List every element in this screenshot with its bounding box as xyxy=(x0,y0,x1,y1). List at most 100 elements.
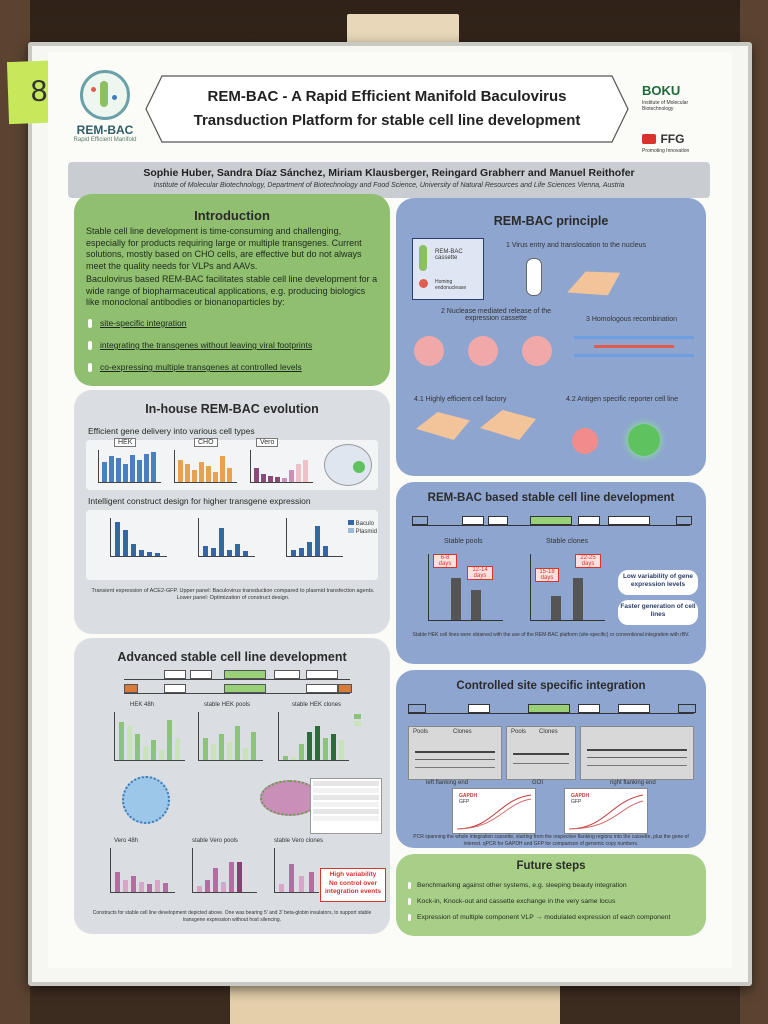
construct-chart-1 xyxy=(110,518,167,557)
gene-delivery-figure: HEK CHO Vero xyxy=(86,438,378,490)
stable-dev-caption: Stable HEK cell lines were obtained with… xyxy=(412,632,690,638)
cell-label-vero: Vero xyxy=(256,438,279,447)
construct-map-1 xyxy=(124,670,350,680)
evolution-caption: Transient expression of ACE2-GFP. Upper … xyxy=(91,588,375,601)
recombination-diagram xyxy=(574,330,694,370)
boku-logo: BOKU Institute of Molecular Biotechnolog… xyxy=(642,82,722,112)
chart-label-vero-48h: Vero 48h xyxy=(114,838,139,844)
authors: Sophie Huber, Sandra Díaz Sánchez, Miria… xyxy=(143,167,635,179)
step42-label: 4.2 Antigen specific reporter cell line xyxy=(566,396,679,403)
chart-label-hek-pools: stable HEK pools xyxy=(204,702,251,708)
qpcr-plot-2: GAPDH GFP xyxy=(564,788,648,834)
construct-chart-2 xyxy=(198,518,255,557)
title-banner: REM-BAC - A Rapid Efficient Manifold Bac… xyxy=(144,74,630,144)
introduction-title: Introduction xyxy=(194,208,270,223)
variability-box: High variability No control over integra… xyxy=(320,868,386,902)
pin-icon xyxy=(88,341,92,351)
flank-left-label: left flanking end xyxy=(426,780,469,786)
intro-bullet-2: integrating the transgenes without leavi… xyxy=(88,340,312,351)
evolution-sub1: Efficient gene delivery into various cel… xyxy=(88,426,255,436)
evolution-sub2: Intelligent construct design for higher … xyxy=(88,496,311,506)
cell-label-cho: CHO xyxy=(194,438,218,447)
chart-label-vero-pools: stable Vero pools xyxy=(192,838,239,844)
gel-middle: Pools Clones xyxy=(506,726,576,780)
reporter-cell-1 xyxy=(572,428,598,454)
gel-right xyxy=(580,726,694,780)
factory-cell-2 xyxy=(480,410,536,440)
future-item-1: Benchmarking against other systems, e.g.… xyxy=(408,880,698,892)
introduction-panel: Introduction Stable cell line developmen… xyxy=(74,194,390,386)
ffg-logo: FFG Promoting Innovation xyxy=(642,130,722,154)
advanced-caption: Constructs for stable cell line developm… xyxy=(92,910,372,923)
future-item-3: Expression of multiple component VLP → m… xyxy=(408,912,698,924)
site-specific-caption: PCR spanning the whole integration casse… xyxy=(413,834,689,847)
flank-right-label: right flanking end xyxy=(610,780,656,786)
banner-shape xyxy=(145,75,629,143)
hek-pools-chart xyxy=(198,712,263,761)
chart-label-vero-clones: stable Vero clones xyxy=(274,838,324,844)
sequence-table xyxy=(310,778,382,834)
step1-label: 1 Virus entry and translocation to the n… xyxy=(506,242,646,249)
ffg-sub: Promoting Innovation xyxy=(642,148,690,154)
virus-icon xyxy=(80,70,130,120)
factory-cell-1 xyxy=(416,412,470,440)
pin-icon xyxy=(408,913,411,921)
future-panel: Future steps Benchmarking against other … xyxy=(396,854,706,936)
clones-chart: 15-18 days 22-25 days xyxy=(530,554,605,621)
vero-bars xyxy=(250,450,313,483)
vero-pools-chart xyxy=(192,848,257,893)
intro-bullet-1: site-specific integration xyxy=(88,318,186,329)
nucleus-1 xyxy=(414,336,444,366)
title-line2: Transduction Platform for stable cell li… xyxy=(193,112,581,129)
evolution-panel: In-house REM-BAC evolution Efficient gen… xyxy=(74,390,390,634)
qpcr-plot-1: GAPDH GFP xyxy=(452,788,536,834)
advanced-panel: Advanced stable cell line development HE… xyxy=(74,638,390,934)
construct-design-figure: Baculo Plasmid xyxy=(86,510,378,580)
hek-48h-chart xyxy=(114,712,185,761)
virus-particle-icon xyxy=(122,776,170,824)
advanced-title: Advanced stable cell line development xyxy=(117,650,347,664)
chart-label-hek-clones: stable HEK clones xyxy=(292,702,342,708)
step3-label: 3 Homologous recombination xyxy=(586,316,678,323)
gel-left: Pools Clones xyxy=(408,726,502,780)
note-faster: Faster generation of cell lines xyxy=(618,600,698,625)
principle-title: REM-BAC principle xyxy=(493,214,609,228)
target-cell xyxy=(564,264,625,303)
construct-chart-3 xyxy=(286,518,343,557)
nucleus-2 xyxy=(468,336,498,366)
principle-panel: REM-BAC principle REM-BAC cassette Homin… xyxy=(396,198,706,476)
ffg-text: FFG xyxy=(660,131,685,146)
introduction-p2: Baculovirus based REM-BAC facilitates st… xyxy=(86,274,378,307)
legend: Baculo Plasmid xyxy=(348,520,377,536)
hek-clones-chart xyxy=(278,712,349,761)
poster: REM-BAC Rapid Efficient Manifold REM-BAC… xyxy=(48,52,732,968)
reporter-cell-2 xyxy=(628,424,660,456)
site-specific-panel: Controlled site specific integration Poo… xyxy=(396,670,706,848)
bookshelf-left xyxy=(0,0,30,1024)
flank-mid-label: GOI xyxy=(532,780,544,786)
evolution-title: In-house REM-BAC evolution xyxy=(145,402,319,416)
pin-icon xyxy=(88,363,92,373)
clones-label: Stable clones xyxy=(546,538,589,545)
future-item-2: Kock-in, Knock-out and cassette exchange… xyxy=(408,896,698,908)
virus-icon-step1 xyxy=(526,258,542,296)
stable-dev-construct xyxy=(412,516,692,526)
stable-dev-panel: REM-BAC based stable cell line developme… xyxy=(396,482,706,664)
pin-icon xyxy=(88,319,92,329)
logo-subtitle: Rapid Efficient Manifold xyxy=(73,137,137,143)
logo: REM-BAC Rapid Efficient Manifold xyxy=(72,70,138,150)
insulator-legend xyxy=(354,714,366,728)
intro-bullet-3: co-expressing multiple transgenes at con… xyxy=(88,362,302,373)
step41-label: 4.1 Highly efficient cell factory xyxy=(414,396,507,403)
chart-label-hek-48h: HEK 48h xyxy=(130,702,155,708)
construct-map-2 xyxy=(124,684,352,694)
site-specific-title: Controlled site specific integration xyxy=(456,680,646,692)
cho-bars xyxy=(174,450,237,483)
boku-sub: Institute of Molecular Biotechnology xyxy=(642,100,689,112)
vero-48h-chart xyxy=(110,848,175,893)
future-title: Future steps xyxy=(516,860,586,872)
site-construct xyxy=(408,704,696,714)
transduction-schematic xyxy=(324,444,372,486)
note-variability: Low variability of gene expression level… xyxy=(618,570,698,595)
authors-bar: Sophie Huber, Sandra Díaz Sánchez, Miria… xyxy=(68,162,710,198)
